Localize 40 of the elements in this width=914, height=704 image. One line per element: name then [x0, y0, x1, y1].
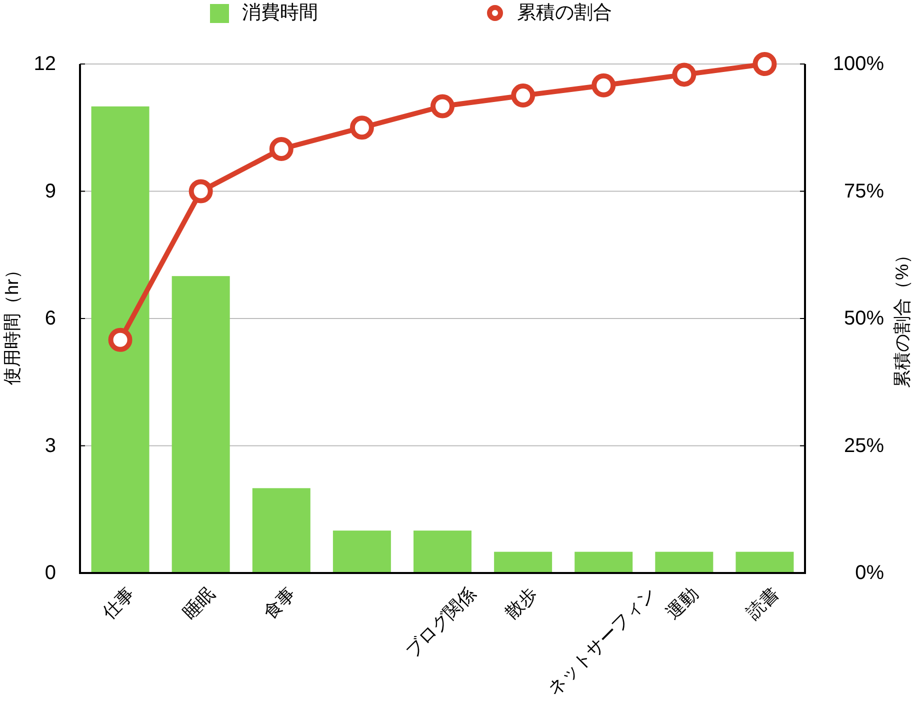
point	[188, 179, 213, 204]
bar	[736, 552, 794, 573]
y-tick-label: 12	[34, 53, 56, 75]
y-tick-label: 6	[44, 308, 56, 330]
bar	[414, 530, 472, 573]
bar	[574, 552, 633, 573]
y-tick-label: 0	[44, 562, 56, 584]
y-tick-label: 3	[44, 434, 56, 457]
point	[511, 84, 536, 108]
x-tick-label: 睡眠	[179, 583, 219, 623]
x-tick-label: 読書	[742, 583, 783, 623]
y2-tick-label: 0%	[855, 562, 884, 584]
x-tick-label: 食事	[260, 583, 300, 623]
y2-tick-label: 100%	[832, 53, 884, 75]
point	[108, 328, 132, 352]
y-axis-title: 使用時間（hr）	[2, 260, 22, 386]
point	[672, 62, 696, 87]
x-tick-label: 運動	[662, 583, 702, 623]
x-tick-label: 仕事	[98, 583, 138, 624]
bar	[332, 530, 391, 573]
point	[269, 137, 294, 162]
y2-tick-label: 75%	[844, 180, 884, 202]
bar	[494, 552, 552, 573]
y2-axis-title: 累積の割合（%）	[892, 246, 912, 388]
point	[592, 73, 616, 98]
point	[752, 52, 777, 76]
legend-label: 累積の割合	[517, 2, 612, 24]
x-tick-label: 散歩	[501, 583, 541, 623]
bar	[91, 106, 150, 573]
y-tick-label: 9	[44, 180, 56, 202]
bar	[655, 552, 714, 573]
y2-tick-label: 50%	[844, 308, 884, 330]
y2-tick-label: 25%	[844, 434, 884, 457]
point	[430, 94, 454, 118]
bar	[252, 488, 310, 573]
x-tick-label: ブログ関係	[402, 583, 480, 662]
point	[350, 116, 374, 140]
legend-label: 消費時間	[242, 2, 318, 24]
bar	[172, 276, 230, 573]
x-tick-label: ネットサーフィン	[544, 583, 660, 700]
